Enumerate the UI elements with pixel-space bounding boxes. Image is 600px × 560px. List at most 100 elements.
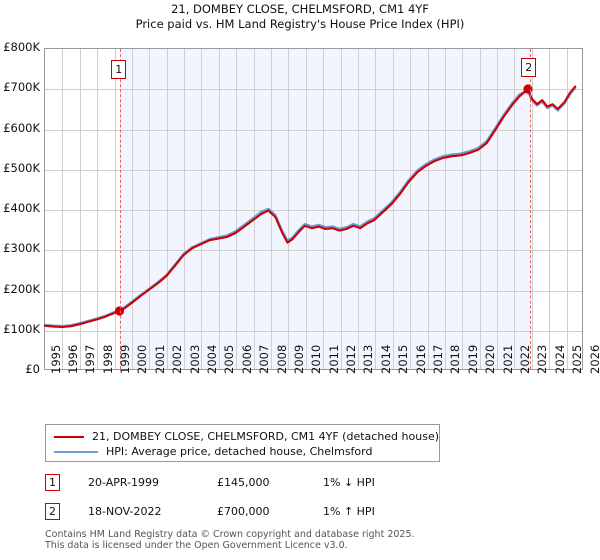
gridline-horizontal xyxy=(45,250,582,252)
gridline-vertical xyxy=(531,49,533,369)
page-title: 21, DOMBEY CLOSE, CHELMSFORD, CM1 4YF Pr… xyxy=(0,2,600,32)
y-tick-label: £700K xyxy=(3,80,40,95)
legend-swatch-property xyxy=(54,435,85,438)
x-tick-label: 2024 xyxy=(552,344,567,374)
title-line-2: Price paid vs. HM Land Registry's House … xyxy=(135,17,465,31)
gridline-horizontal xyxy=(45,89,582,91)
x-tick-label: 2019 xyxy=(465,344,480,374)
legend-item-hpi: HPI: Average price, detached house, Chel… xyxy=(46,444,439,459)
gridline-vertical xyxy=(201,49,203,369)
gridline-vertical xyxy=(305,49,307,369)
legend-swatch-hpi xyxy=(54,450,98,453)
x-tick-label: 2005 xyxy=(222,344,237,374)
gridline-vertical xyxy=(410,49,412,369)
transaction-price-2: £700,000 xyxy=(217,505,270,518)
gridline-vertical xyxy=(340,49,342,369)
sale-event-line-2 xyxy=(529,49,531,369)
title-line-1: 21, DOMBEY CLOSE, CHELMSFORD, CM1 4YF xyxy=(171,2,429,16)
x-tick-label: 2003 xyxy=(187,344,202,374)
x-tick-label: 2009 xyxy=(291,344,306,374)
gridline-horizontal xyxy=(45,169,582,171)
x-tick-label: 2017 xyxy=(431,344,446,374)
gridline-vertical xyxy=(131,49,133,369)
x-tick-label: 2000 xyxy=(135,344,150,374)
transaction-price-1: £145,000 xyxy=(217,476,270,489)
x-tick-label: 2016 xyxy=(413,344,428,374)
transaction-marker-2: 2 xyxy=(45,503,60,520)
y-tick-label: £800K xyxy=(3,40,40,54)
series-line-property xyxy=(43,85,577,329)
gridline-vertical xyxy=(236,49,238,369)
price-chart-plot-area xyxy=(43,48,583,370)
gridline-vertical xyxy=(218,49,220,369)
y-tick-label: £600K xyxy=(3,120,40,135)
x-tick-label: 2020 xyxy=(483,344,498,374)
x-tick-label: 1999 xyxy=(118,344,133,374)
x-tick-label: 2002 xyxy=(170,344,185,374)
gridline-vertical xyxy=(375,49,377,369)
x-tick-label: 2014 xyxy=(378,344,393,374)
x-tick-label: 1998 xyxy=(100,344,115,374)
x-tick-label: 2012 xyxy=(344,344,359,374)
x-tick-label: 2022 xyxy=(517,344,532,374)
x-tick-label: 2001 xyxy=(152,344,167,374)
copyright-footer: Contains HM Land Registry data © Crown c… xyxy=(45,529,585,551)
transaction-hpi-delta-1: 1% ↓ HPI xyxy=(323,476,375,489)
x-tick-label: 2010 xyxy=(309,344,324,374)
x-tick-label: 2015 xyxy=(396,344,411,374)
gridline-vertical xyxy=(166,49,168,369)
gridline-vertical xyxy=(271,49,273,369)
gridline-vertical xyxy=(549,49,551,369)
gridline-vertical xyxy=(479,49,481,369)
sale-point-marker-1[interactable] xyxy=(114,306,125,316)
x-tick-label: 2006 xyxy=(239,344,254,374)
gridline-vertical xyxy=(184,49,186,369)
x-tick-label: 1996 xyxy=(65,344,80,374)
transaction-hpi-delta-2: 1% ↑ HPI xyxy=(323,505,375,518)
gridline-vertical xyxy=(427,49,429,369)
chart-series-lines xyxy=(43,84,577,329)
gridline-vertical xyxy=(253,49,255,369)
footer-line-1: Contains HM Land Registry data © Crown c… xyxy=(45,529,415,540)
y-tick-label: £100K xyxy=(3,321,40,336)
gridline-vertical xyxy=(323,49,325,369)
gridline-vertical xyxy=(149,49,151,369)
gridline-vertical xyxy=(62,49,64,369)
transaction-marker-1: 1 xyxy=(45,474,60,491)
x-tick-label: 2004 xyxy=(204,344,219,374)
gridline-vertical xyxy=(79,49,81,369)
y-tick-label: £400K xyxy=(3,201,40,215)
y-tick-label: £0 xyxy=(25,362,40,376)
gridline-vertical xyxy=(444,49,446,369)
legend-label-hpi: HPI: Average price, detached house, Chel… xyxy=(106,445,373,458)
x-tick-label: 2007 xyxy=(257,344,272,374)
sale-event-line-1 xyxy=(119,49,121,369)
transaction-date-1: 20-APR-1999 xyxy=(88,476,160,489)
gridline-vertical xyxy=(114,49,116,369)
gridline-horizontal xyxy=(45,290,582,292)
sale-point-marker-2[interactable] xyxy=(523,84,533,94)
series-line-hpi xyxy=(43,86,577,328)
gridline-vertical xyxy=(462,49,464,369)
footer-line-2: This data is licensed under the Open Gov… xyxy=(45,540,348,551)
y-tick-label: £500K xyxy=(3,160,40,175)
x-tick-label: 2026 xyxy=(587,344,600,374)
chart-legend: 21, DOMBEY CLOSE, CHELMSFORD, CM1 4YF (d… xyxy=(45,424,440,462)
x-tick-label: 2008 xyxy=(274,344,289,374)
gridline-vertical xyxy=(497,49,499,369)
x-tick-label: 2021 xyxy=(500,344,515,374)
x-tick-label: 1995 xyxy=(48,344,63,374)
gridline-vertical xyxy=(97,49,99,369)
sale-flag-2[interactable]: 2 xyxy=(521,58,537,77)
legend-item-property: 21, DOMBEY CLOSE, CHELMSFORD, CM1 4YF (d… xyxy=(46,429,439,444)
sale-flag-1[interactable]: 1 xyxy=(111,60,127,79)
x-tick-label: 2011 xyxy=(326,344,341,374)
gridline-horizontal xyxy=(45,129,582,131)
y-tick-label: £200K xyxy=(3,281,40,296)
gridline-vertical xyxy=(288,49,290,369)
gridline-vertical xyxy=(392,49,394,369)
gridline-horizontal xyxy=(45,210,582,211)
transaction-date-2: 18-NOV-2022 xyxy=(88,505,162,518)
ownership-period-shading xyxy=(119,49,530,369)
x-tick-label: 2018 xyxy=(448,344,463,374)
